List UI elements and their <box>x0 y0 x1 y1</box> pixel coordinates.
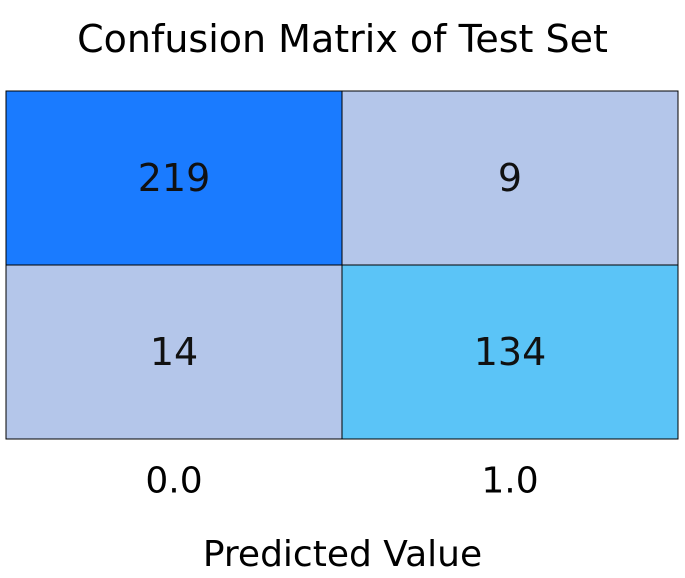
x-tick-labels: 0.0 1.0 <box>145 461 538 502</box>
x-tick-label-0: 0.0 <box>145 461 202 502</box>
heatmap-cell-r0-c1 <box>341 90 679 266</box>
chart-title: Confusion Matrix of Test Set <box>77 17 608 61</box>
cell-value-label-r0-c0: 219 <box>138 156 211 200</box>
x-axis-label: Predicted Value <box>202 534 483 575</box>
heatmap-cells <box>5 90 679 440</box>
heatmap-cell-r1-c0 <box>5 264 343 440</box>
heatmap-cell-r1-c1 <box>341 264 679 440</box>
cell-value-label-r0-c1: 9 <box>498 156 522 200</box>
heatmap-cell-r0-c0 <box>5 90 343 266</box>
heatmap-cell-labels: 219 9 14 134 <box>138 156 547 374</box>
cell-value-label-r1-c1: 134 <box>474 330 547 374</box>
x-tick-label-1: 1.0 <box>481 461 538 502</box>
cell-value-label-r1-c0: 14 <box>150 330 198 374</box>
